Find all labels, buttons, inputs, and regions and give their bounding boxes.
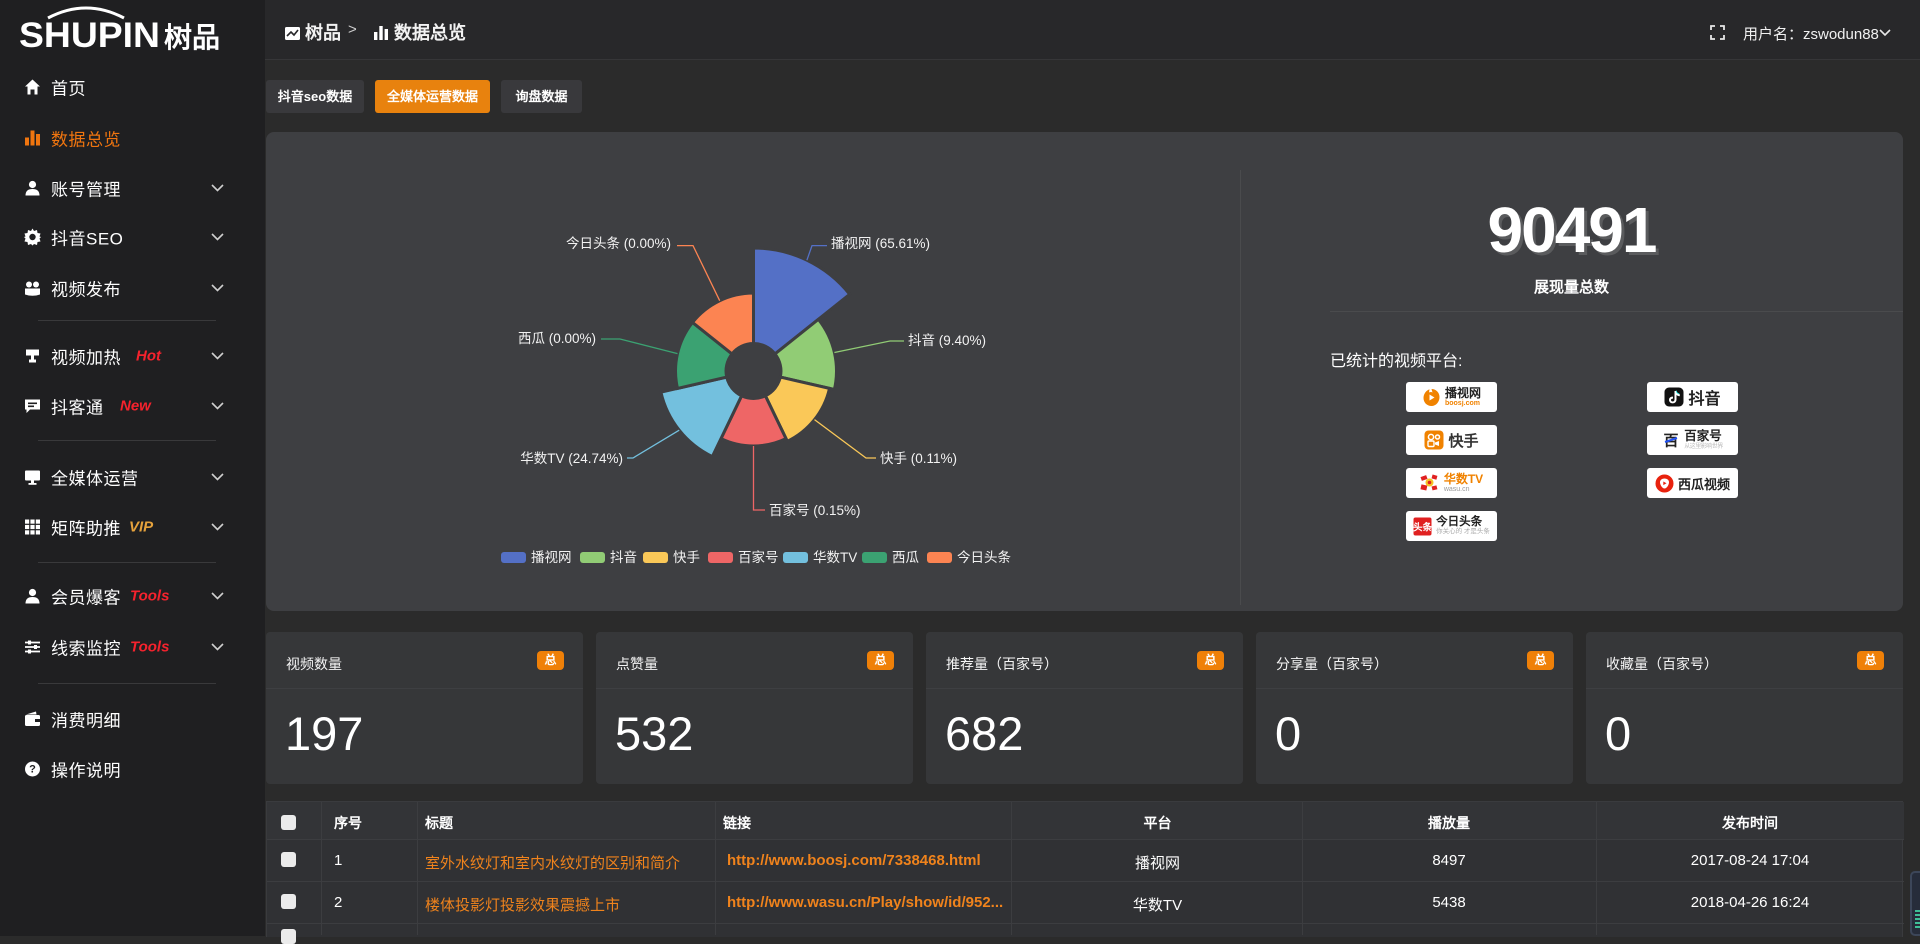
svg-text:快手 (0.11%): 快手 (0.11%) [880,451,957,466]
svg-text:华数TV: 华数TV [813,550,857,565]
svg-text:百家号 (0.15%): 百家号 (0.15%) [769,502,861,518]
svg-text:树品: 树品 [164,22,220,53]
svg-text:百家号: 百家号 [738,549,779,565]
svg-text:播视网: 播视网 [531,550,572,565]
svg-text:今日头条: 今日头条 [957,549,1011,565]
svg-text:今日头条 (0.00%): 今日头条 (0.00%) [566,235,671,251]
svg-text:头条: 头条 [1413,521,1432,533]
svg-text:华数TV (24.74%): 华数TV (24.74%) [520,451,623,466]
svg-text:?: ? [29,764,36,776]
svg-text:西瓜: 西瓜 [892,550,920,565]
svg-text:抖音: 抖音 [610,549,637,565]
svg-text:快手: 快手 [673,550,700,565]
svg-text:西瓜 (0.00%): 西瓜 (0.00%) [518,331,596,346]
svg-text:播视网 (65.61%): 播视网 (65.61%) [831,236,930,251]
svg-text:抖音 (9.40%): 抖音 (9.40%) [908,332,986,348]
svg-text:SHUPIN: SHUPIN [19,16,160,55]
